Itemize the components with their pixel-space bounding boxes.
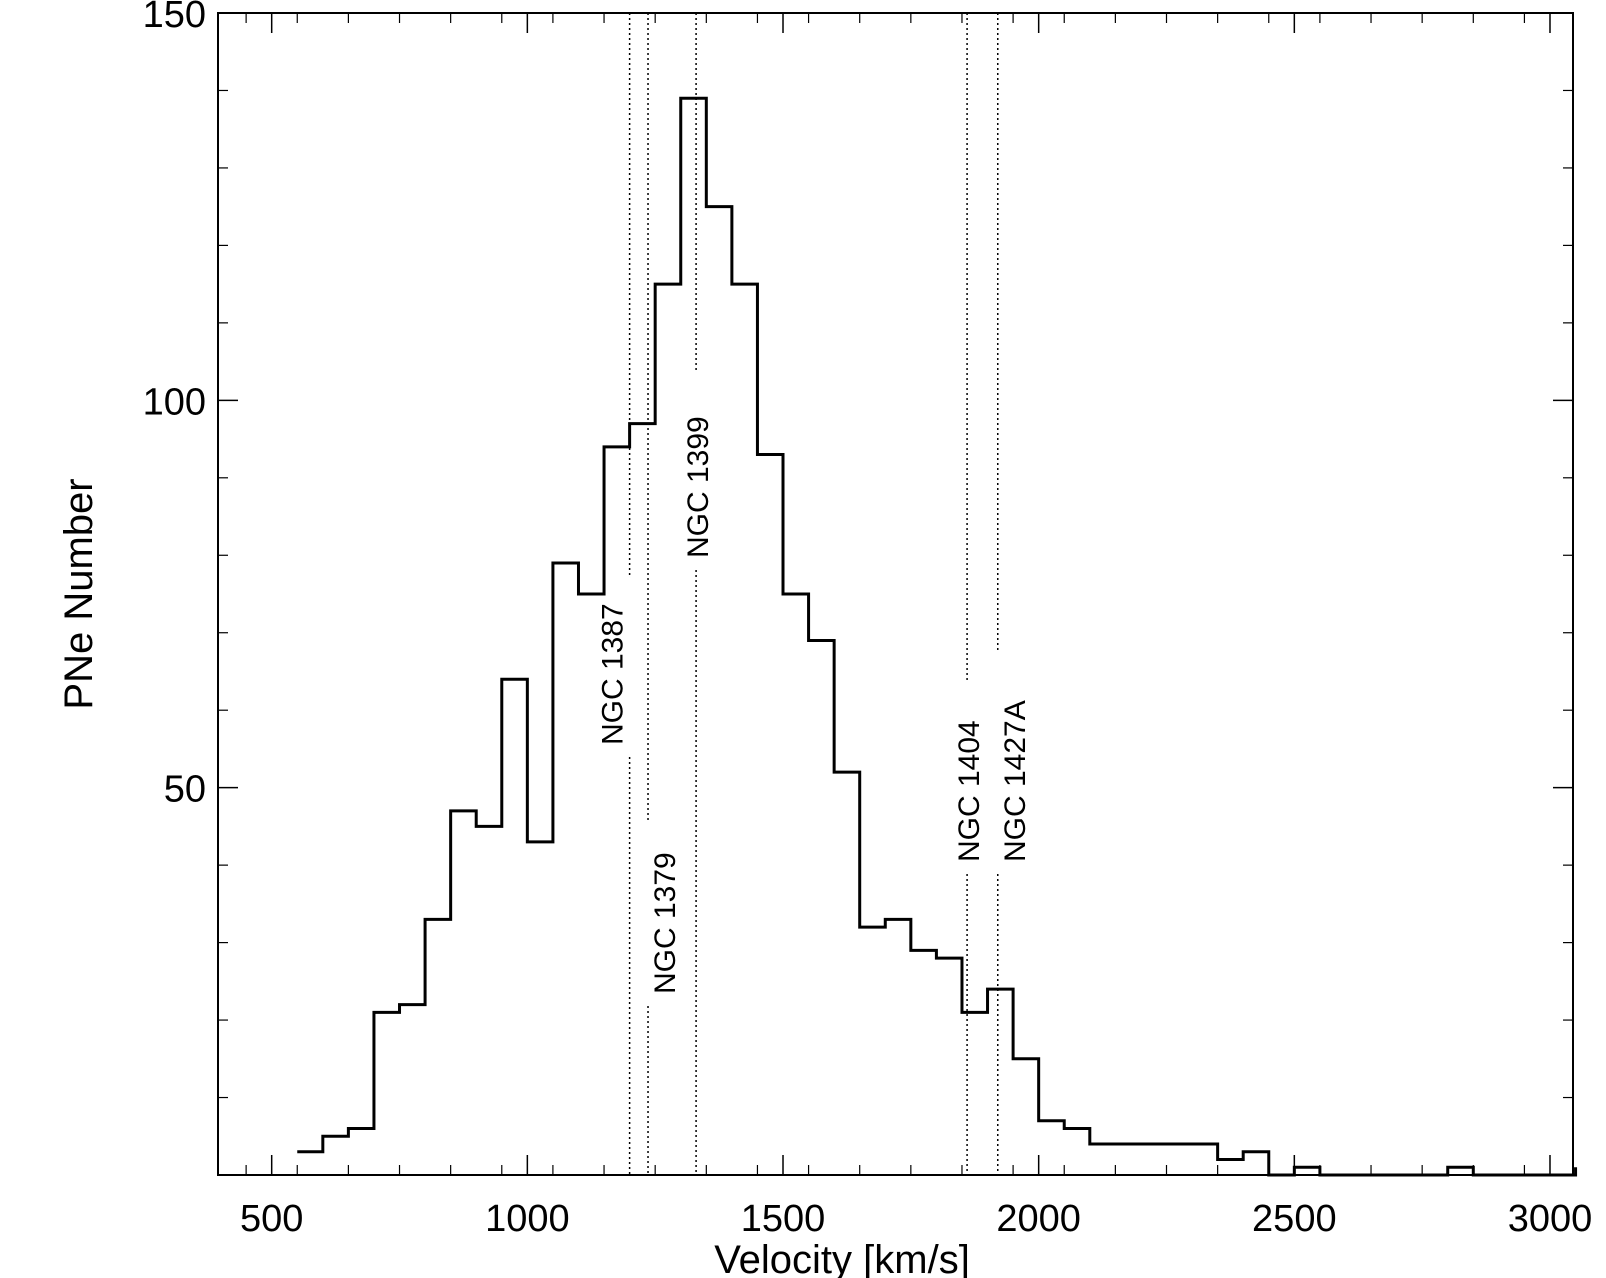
y-tick-label: 50 — [164, 769, 206, 811]
y-axis-title: PNe Number — [57, 478, 101, 709]
annotation-label: NGC 1387 — [597, 603, 630, 745]
annotation-label: NGC 1427A — [999, 700, 1032, 862]
histogram-series-line — [297, 96, 1578, 1177]
annotation-label: NGC 1404 — [953, 720, 986, 862]
x-tick-label: 2000 — [996, 1198, 1081, 1240]
annotation-label: NGC 1379 — [649, 852, 682, 994]
annotation-label: NGC 1399 — [682, 416, 715, 558]
y-tick-label: 100 — [143, 381, 206, 423]
x-axis-title: Velocity [km/s] — [714, 1238, 970, 1278]
galaxy-annotations: NGC 1387 NGC 1379 NGC 1399 NGC 1404 NGC 1427… — [597, 13, 1032, 1175]
tick-labels: 500 1000 1500 2000 2500 3000 50 100 150 — [143, 0, 1593, 1240]
y-tick-label: 150 — [143, 0, 206, 36]
x-tick-label: 3000 — [1508, 1198, 1593, 1240]
axis-ticks — [218, 12, 1573, 1175]
x-tick-label: 2500 — [1252, 1198, 1337, 1240]
x-tick-label: 500 — [240, 1198, 303, 1240]
x-tick-label: 1500 — [741, 1198, 826, 1240]
x-tick-label: 1000 — [485, 1198, 570, 1240]
plot-frame — [217, 12, 1574, 1176]
